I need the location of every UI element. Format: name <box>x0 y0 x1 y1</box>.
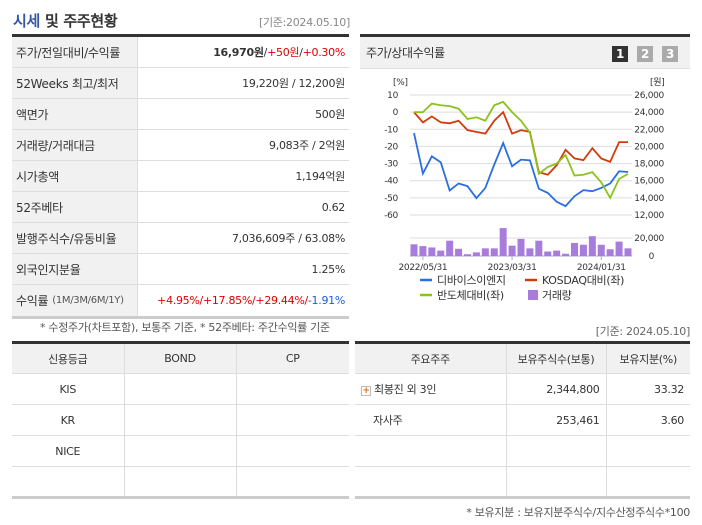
chart-page-1-button[interactable]: 1 <box>612 46 628 62</box>
vol-tick: 20,000 <box>634 234 664 244</box>
volume-bar <box>588 236 596 256</box>
y-left-tick: -10 <box>384 125 398 135</box>
volume-bar <box>562 253 570 256</box>
y-left-tick: -20 <box>384 142 398 152</box>
series-line <box>413 132 629 208</box>
y-left-tick: -30 <box>384 160 398 170</box>
volume-bar <box>410 244 418 256</box>
credit-rating-table: 신용등급 BOND CP KIS KR NICE <box>12 341 349 499</box>
chart-page-3-button[interactable]: 3 <box>662 46 678 62</box>
volume-bar <box>526 248 534 256</box>
series-line <box>414 100 629 200</box>
volume-bar <box>544 251 552 256</box>
table-row <box>355 466 690 498</box>
table-row: + 최봉진 외 3인 2,344,800 33.32 <box>355 373 690 405</box>
as-of-date: [기준:2024.05.10] <box>258 16 350 29</box>
y-right-tick: 12,000 <box>634 211 664 221</box>
chart-title: 주가/상대수익률 <box>366 46 445 60</box>
volume-bar <box>437 250 445 256</box>
legend-label: 디바이스이엔지 <box>437 274 506 287</box>
y-right-tick: 24,000 <box>634 108 664 118</box>
y-right-tick: 14,000 <box>634 194 664 204</box>
volume-bar <box>446 240 454 256</box>
volume-bar <box>499 228 507 256</box>
volume-bar <box>571 242 578 256</box>
y-right-tick: 20,000 <box>634 142 664 152</box>
table-row: KIS <box>12 373 349 405</box>
right-axis-unit: [원] <box>650 77 664 88</box>
y-left-tick: -50 <box>384 194 398 204</box>
volume-bar <box>472 252 480 256</box>
table-row: 수익률 (1M/3M/6M/1Y) +4.95%/ +17.85%/ +29.44%… <box>12 285 349 316</box>
volume-bar <box>615 241 623 256</box>
volume-bar <box>535 240 543 256</box>
major-shareholders-table: 주요주주 보유주식수(보통) 보유지분(%) + 최봉진 외 3인 2,344,800 3… <box>355 341 690 499</box>
section-title: 시세 및 주주현황 <box>13 12 118 30</box>
volume-bar <box>490 248 498 256</box>
volume-bar <box>624 248 632 256</box>
volume-bar <box>553 250 561 256</box>
table-row <box>12 466 349 498</box>
x-tick-label: 2022/05/31 <box>398 263 447 273</box>
relative-return-chart: [%] [원] 10 26,000 0 24,000 -10 22,000 -20 20,000 -… <box>384 77 665 302</box>
vol-tick: 0 <box>649 252 655 262</box>
y-right-tick: 26,000 <box>634 91 664 101</box>
table-row: 액면가 500원 <box>12 99 349 130</box>
table-row: NICE <box>12 435 349 467</box>
left-axis-unit: [%] <box>393 78 408 88</box>
table-row <box>355 435 690 467</box>
y-left-tick: -60 <box>384 211 398 221</box>
footnote: * 수정주가(차트포함), 보통주 기준, * 52주베타: 주간수익률 기준 <box>40 321 330 334</box>
legend-label: KOSDAQ대비(좌) <box>542 274 624 287</box>
as-of-date-2: [기준: 2024.05.10] <box>595 325 691 338</box>
table-row: 외국인지분율 1.25% <box>12 254 349 285</box>
volume-bar <box>579 244 587 256</box>
chart-panel: 주가/상대수익률 1 2 3 [%] [원] 10 26,000 0 24,000 -10 2… <box>360 34 690 310</box>
series-line <box>413 110 628 176</box>
table-row: 52Weeks 최고/최저 19,220원 / 12,200원 <box>12 68 349 99</box>
y-right-tick: 16,000 <box>634 177 664 187</box>
y-left-tick: -40 <box>384 177 398 187</box>
volume-bar <box>455 248 463 256</box>
table-row: 주가/전일대비/수익률 16,970원 / +50원 / +0.30% <box>12 37 349 68</box>
volume-bar <box>606 249 614 256</box>
legend-label: 반도체대비(좌) <box>437 289 504 302</box>
volume-bar <box>464 254 471 256</box>
chart-page-2-button[interactable]: 2 <box>637 46 653 62</box>
expand-plus-icon[interactable]: + <box>361 386 371 396</box>
price-table: 주가/전일대비/수익률 16,970원 / +50원 / +0.30% 52Wee… <box>12 34 349 319</box>
table-row: 52주베타 0.62 <box>12 192 349 223</box>
x-tick-label: 2024/01/31 <box>577 263 626 273</box>
volume-bar <box>597 244 605 256</box>
volume-bar <box>428 247 436 256</box>
table-row: 시가총액 1,194억원 <box>12 161 349 192</box>
volume-bar <box>517 238 525 256</box>
y-left-tick: 0 <box>393 108 399 118</box>
footnote-2: * 보유지분 : 보유지분주식수/지수산정주식수*100 <box>466 506 690 519</box>
legend-label: 거래량 <box>542 289 572 302</box>
table-row: 거래량/거래대금 9,083주 / 2억원 <box>12 130 349 161</box>
table-row: 발행주식수/유동비율 7,036,609주 / 63.08% <box>12 223 349 254</box>
legend-swatch <box>528 290 538 300</box>
table-row: KR <box>12 404 349 436</box>
y-left-tick: 10 <box>387 91 398 101</box>
y-right-tick: 18,000 <box>634 160 664 170</box>
volume-bar <box>481 248 489 256</box>
x-tick-label: 2023/03/31 <box>488 263 537 273</box>
y-right-tick: 22,000 <box>634 125 664 135</box>
volume-bar <box>508 245 516 256</box>
table-row: 자사주 253,461 3.60 <box>355 404 690 436</box>
volume-bar <box>419 246 427 256</box>
